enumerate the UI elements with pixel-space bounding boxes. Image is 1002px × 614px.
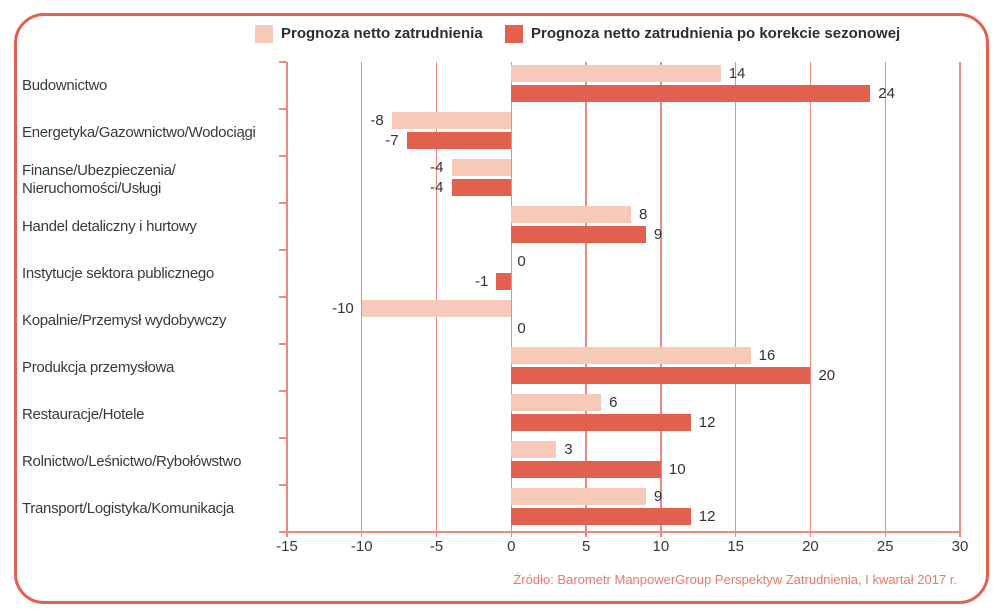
source-note: Źródło: Barometr ManpowerGroup Perspekty… [513, 572, 957, 587]
x-tick-label: 5 [581, 538, 591, 555]
bar-value-label: 24 [878, 85, 895, 102]
bar-value-label: 10 [668, 461, 686, 478]
category-label: Budownictwo [22, 76, 108, 94]
gridline [884, 62, 886, 537]
bar [391, 112, 512, 129]
bar-value-label: 0 [517, 320, 526, 337]
y-axis-tick [279, 108, 287, 110]
gridline [435, 62, 438, 537]
gridline [809, 62, 812, 537]
legend-swatch-dark [505, 25, 523, 43]
bar [511, 508, 691, 525]
bar [406, 132, 512, 149]
legend-label: Prognoza netto zatrudnienia [281, 25, 483, 42]
category-label: Handel detaliczny i hurtowy [22, 217, 197, 235]
gridline [959, 62, 961, 537]
bar [451, 179, 512, 196]
y-axis-tick [279, 249, 287, 251]
bar-value-label: 20 [818, 367, 836, 384]
category-label: Energetyka/Gazownictwo/Wodociągi [22, 123, 256, 141]
y-axis-tick [279, 437, 287, 439]
bar-value-label: 9 [653, 226, 663, 243]
x-tick-label: 15 [727, 538, 744, 555]
bar-value-label: 0 [517, 253, 526, 270]
x-tick-label: 30 [951, 538, 969, 555]
legend-item-net-forecast: Prognoza netto zatrudnienia [255, 25, 483, 43]
bar [511, 206, 631, 223]
bar [511, 347, 751, 364]
bar-value-label: 8 [638, 206, 648, 223]
x-tick-label: -5 [429, 538, 444, 555]
category-label: Finanse/Ubezpieczenia/ Nieruchomości/Usł… [22, 161, 176, 197]
x-tick-label: 0 [507, 538, 516, 555]
x-tick-label: 25 [876, 538, 894, 555]
category-label: Restauracje/Hotele [22, 405, 145, 423]
bar-value-label: 12 [698, 508, 716, 525]
y-axis-tick [279, 531, 287, 533]
y-axis-tick [279, 155, 287, 157]
bar [511, 65, 721, 82]
bar-value-label: 14 [728, 65, 746, 82]
legend-item-seasonally-adjusted: Prognoza netto zatrudnienia po korekcie … [505, 25, 900, 43]
y-axis-line [286, 62, 288, 537]
y-axis-tick [279, 390, 287, 392]
bar [511, 441, 557, 458]
bar [511, 85, 871, 102]
x-tick-label: 10 [652, 538, 670, 555]
gridline [361, 62, 363, 537]
y-axis-tick [279, 202, 287, 204]
bar [511, 461, 661, 478]
bar [496, 273, 512, 290]
category-label: Instytucje sektora publicznego [22, 264, 214, 282]
x-tick-label: -10 [350, 538, 373, 555]
category-label: Produkcja przemysłowa [22, 358, 175, 376]
category-label: Rolnictwo/Leśnictwo/Rybołówstwo [22, 452, 242, 470]
x-tick-label: 20 [802, 538, 819, 555]
legend-label: Prognoza netto zatrudnienia po korekcie … [531, 25, 901, 42]
bar [361, 300, 512, 317]
y-axis-tick [279, 484, 287, 486]
bar-value-label: 12 [698, 414, 716, 431]
bar [511, 367, 811, 384]
bar-value-label: -8 [370, 112, 384, 129]
bar [451, 159, 512, 176]
gridline [510, 62, 513, 537]
bar [511, 394, 602, 411]
gridline [585, 62, 587, 537]
y-axis-tick [279, 343, 287, 345]
gridline [660, 62, 662, 537]
category-label: Kopalnie/Przemysł wydobywczy [22, 311, 227, 329]
category-label: Transport/Logistyka/Komunikacja [22, 499, 234, 517]
bar-value-label: -4 [430, 179, 444, 196]
bar-value-label: -1 [475, 273, 489, 290]
y-axis-tick [279, 296, 287, 298]
bar [511, 414, 691, 431]
bar-value-label: 3 [564, 441, 573, 458]
bar-value-label: 6 [609, 394, 618, 411]
bar-value-label: -7 [385, 132, 399, 149]
y-axis-tick [279, 61, 287, 63]
bar-value-label: 16 [758, 347, 776, 364]
bar-value-label: -4 [430, 159, 444, 176]
gridline [734, 62, 737, 537]
x-tick-label: -15 [276, 538, 298, 555]
legend-swatch-light [255, 25, 273, 43]
bar-value-label: -10 [332, 300, 354, 317]
bar [511, 226, 646, 243]
x-axis-line [287, 531, 960, 533]
bar-value-label: 9 [653, 488, 663, 505]
bar [511, 488, 646, 505]
